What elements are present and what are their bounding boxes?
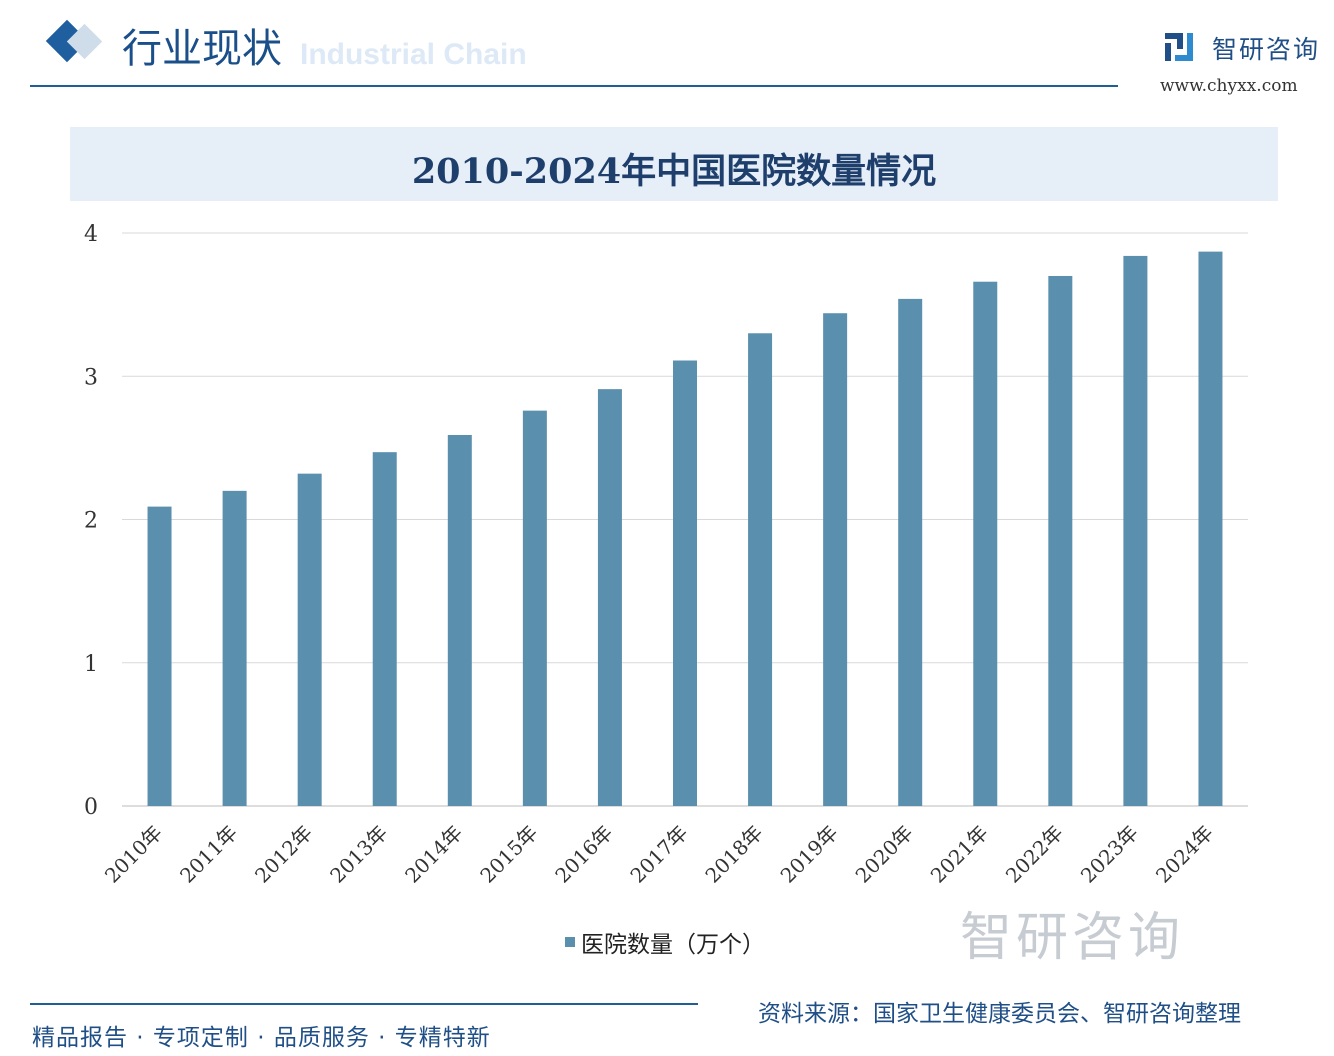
bar <box>673 360 697 806</box>
x-tick-label: 2014年 <box>400 821 467 888</box>
y-tick-label: 0 <box>84 795 98 820</box>
bar <box>1048 275 1073 807</box>
x-tick-label: 2016年 <box>550 821 617 888</box>
legend: 医院数量（万个） <box>565 925 765 959</box>
section-subtitle: Industrial Chain <box>300 38 527 71</box>
x-tick-label: 2023年 <box>1076 821 1143 888</box>
watermark: 智研咨询 <box>960 908 1185 968</box>
x-tick-label: 2018年 <box>700 821 767 888</box>
legend-swatch <box>565 937 575 947</box>
x-tick-label: 2022年 <box>1001 821 1068 888</box>
y-tick-label: 1 <box>84 652 98 677</box>
y-tick-label: 2 <box>84 509 98 534</box>
bar <box>1198 251 1223 806</box>
x-tick-label: 2015年 <box>475 821 542 888</box>
chart-title: 2010-2024年中国医院数量情况 <box>411 151 937 192</box>
x-tick-label: 2024年 <box>1151 821 1218 888</box>
bar <box>222 490 247 806</box>
x-tick-label: 2013年 <box>325 821 392 888</box>
x-tick-label: 2021年 <box>926 821 993 888</box>
legend-label: 医院数量（万个） <box>581 932 765 958</box>
footer-slogan: 精品报告 · 专项定制 · 品质服务 · 专精特新 <box>32 1025 491 1051</box>
bar <box>522 410 547 806</box>
x-tick-label: 2017年 <box>625 821 692 888</box>
logo-icon <box>1165 33 1195 67</box>
logo-text: 智研咨询 <box>1212 35 1321 64</box>
bar <box>898 298 923 806</box>
logo-url: www.chyxx.com <box>1160 76 1298 96</box>
bar <box>597 389 622 806</box>
bar <box>973 281 998 807</box>
source-note: 资料来源：国家卫生健康委员会、智研咨询整理 <box>758 1001 1241 1027</box>
x-tick-label: 2010年 <box>100 821 167 888</box>
section-title: 行业现状 <box>122 26 282 72</box>
header-divider <box>30 85 1118 87</box>
x-tick-label: 2012年 <box>250 821 317 888</box>
bar <box>372 452 397 806</box>
footer-divider <box>30 1003 698 1005</box>
title-band <box>70 127 1278 201</box>
bar <box>823 313 848 806</box>
bar <box>748 333 773 806</box>
x-tick-label: 2019年 <box>776 821 843 888</box>
bar <box>147 506 172 806</box>
x-tick-label: 2020年 <box>851 821 918 888</box>
bar <box>297 473 322 806</box>
x-tick-label: 2011年 <box>175 821 242 888</box>
bar <box>1123 255 1148 807</box>
y-tick-label: 3 <box>84 365 98 390</box>
bar <box>447 434 472 806</box>
y-tick-label: 4 <box>84 222 98 247</box>
